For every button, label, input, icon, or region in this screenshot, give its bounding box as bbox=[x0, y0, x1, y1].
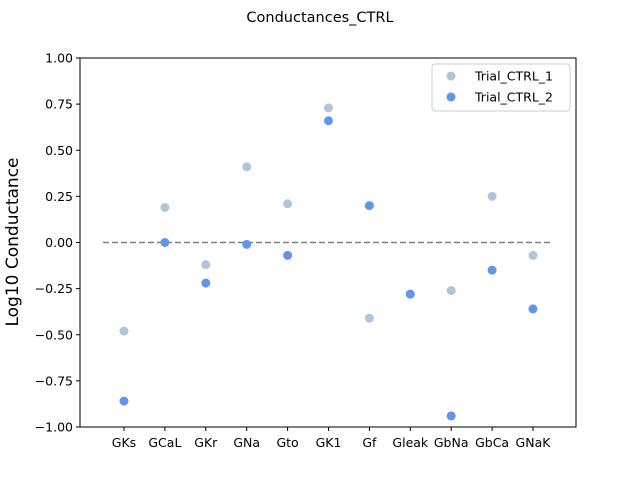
data-point-series-2-GNaK bbox=[528, 304, 538, 314]
data-point-series-1-GCaL bbox=[160, 202, 170, 212]
data-point-series-1-Gto bbox=[283, 199, 293, 209]
data-point-series-2-GNa bbox=[242, 239, 252, 249]
data-point-series-1-Gf bbox=[364, 313, 374, 323]
x-tick-label: GNaK bbox=[516, 435, 552, 450]
data-point-series-2-GbCa bbox=[487, 265, 497, 275]
data-point-series-2-Gto bbox=[283, 250, 293, 260]
data-point-series-1-GK1 bbox=[324, 103, 333, 113]
y-axis-ticks: 1.00 0.75 0.50 0.25 0.00 −0.25 −0.50 −0.75 −1.00 bbox=[35, 51, 80, 435]
legend-marker bbox=[446, 71, 456, 81]
y-tick-label: 0.50 bbox=[45, 143, 73, 158]
legend-label: Trial_CTRL_2 bbox=[474, 90, 553, 105]
y-tick-label: 0.25 bbox=[45, 189, 73, 204]
data-point-series-1-GNa bbox=[242, 162, 252, 172]
legend: Trial_CTRL_1 Trial_CTRL_2 bbox=[431, 63, 571, 112]
y-tick-label: 1.00 bbox=[45, 51, 73, 66]
x-axis-ticks: GKs GCaL GKr GNa Gto GK1 Gf Gleak GbNa GbCa GNaK bbox=[112, 427, 551, 450]
x-tick-label: GCaL bbox=[148, 435, 181, 450]
x-tick-label: GKs bbox=[112, 435, 136, 450]
x-tick-label: GK1 bbox=[316, 435, 342, 450]
y-tick-label: −1.00 bbox=[35, 420, 73, 435]
data-points bbox=[119, 103, 538, 421]
legend-marker bbox=[446, 92, 456, 102]
data-point-series-1-GKr bbox=[201, 260, 211, 270]
x-tick-label: GKr bbox=[194, 435, 218, 450]
x-tick-label: Gto bbox=[276, 435, 298, 450]
x-tick-label: GbCa bbox=[475, 435, 509, 450]
x-tick-label: Gf bbox=[362, 435, 377, 450]
y-tick-label: −0.75 bbox=[35, 373, 73, 388]
data-point-series-2-GK1 bbox=[324, 116, 333, 126]
data-point-series-2-GbNa bbox=[446, 411, 456, 421]
legend-box bbox=[431, 63, 571, 112]
data-point-series-2-Gleak bbox=[405, 289, 415, 299]
data-point-series-1-GKs bbox=[119, 326, 129, 336]
data-point-series-2-Gf bbox=[364, 201, 374, 211]
y-tick-label: −0.50 bbox=[35, 327, 73, 342]
data-point-series-1-GNaK bbox=[528, 250, 538, 260]
data-point-series-2-GCaL bbox=[160, 238, 170, 247]
y-tick-label: −0.25 bbox=[35, 281, 73, 296]
y-axis-label: Log10 Conductance bbox=[3, 157, 23, 326]
data-point-series-1-GbCa bbox=[487, 191, 497, 201]
x-tick-label: Gleak bbox=[392, 435, 429, 450]
data-point-series-1-GbNa bbox=[446, 285, 456, 295]
y-tick-label: 0.00 bbox=[45, 235, 73, 250]
legend-label: Trial_CTRL_1 bbox=[474, 69, 553, 84]
data-point-series-2-GKs bbox=[119, 396, 129, 406]
data-point-series-2-GKr bbox=[201, 278, 211, 288]
chart-title: Conductances_CTRL bbox=[246, 10, 393, 26]
x-tick-label: GNa bbox=[233, 435, 260, 450]
y-tick-label: 0.75 bbox=[45, 97, 73, 112]
x-tick-label: GbNa bbox=[434, 435, 469, 450]
